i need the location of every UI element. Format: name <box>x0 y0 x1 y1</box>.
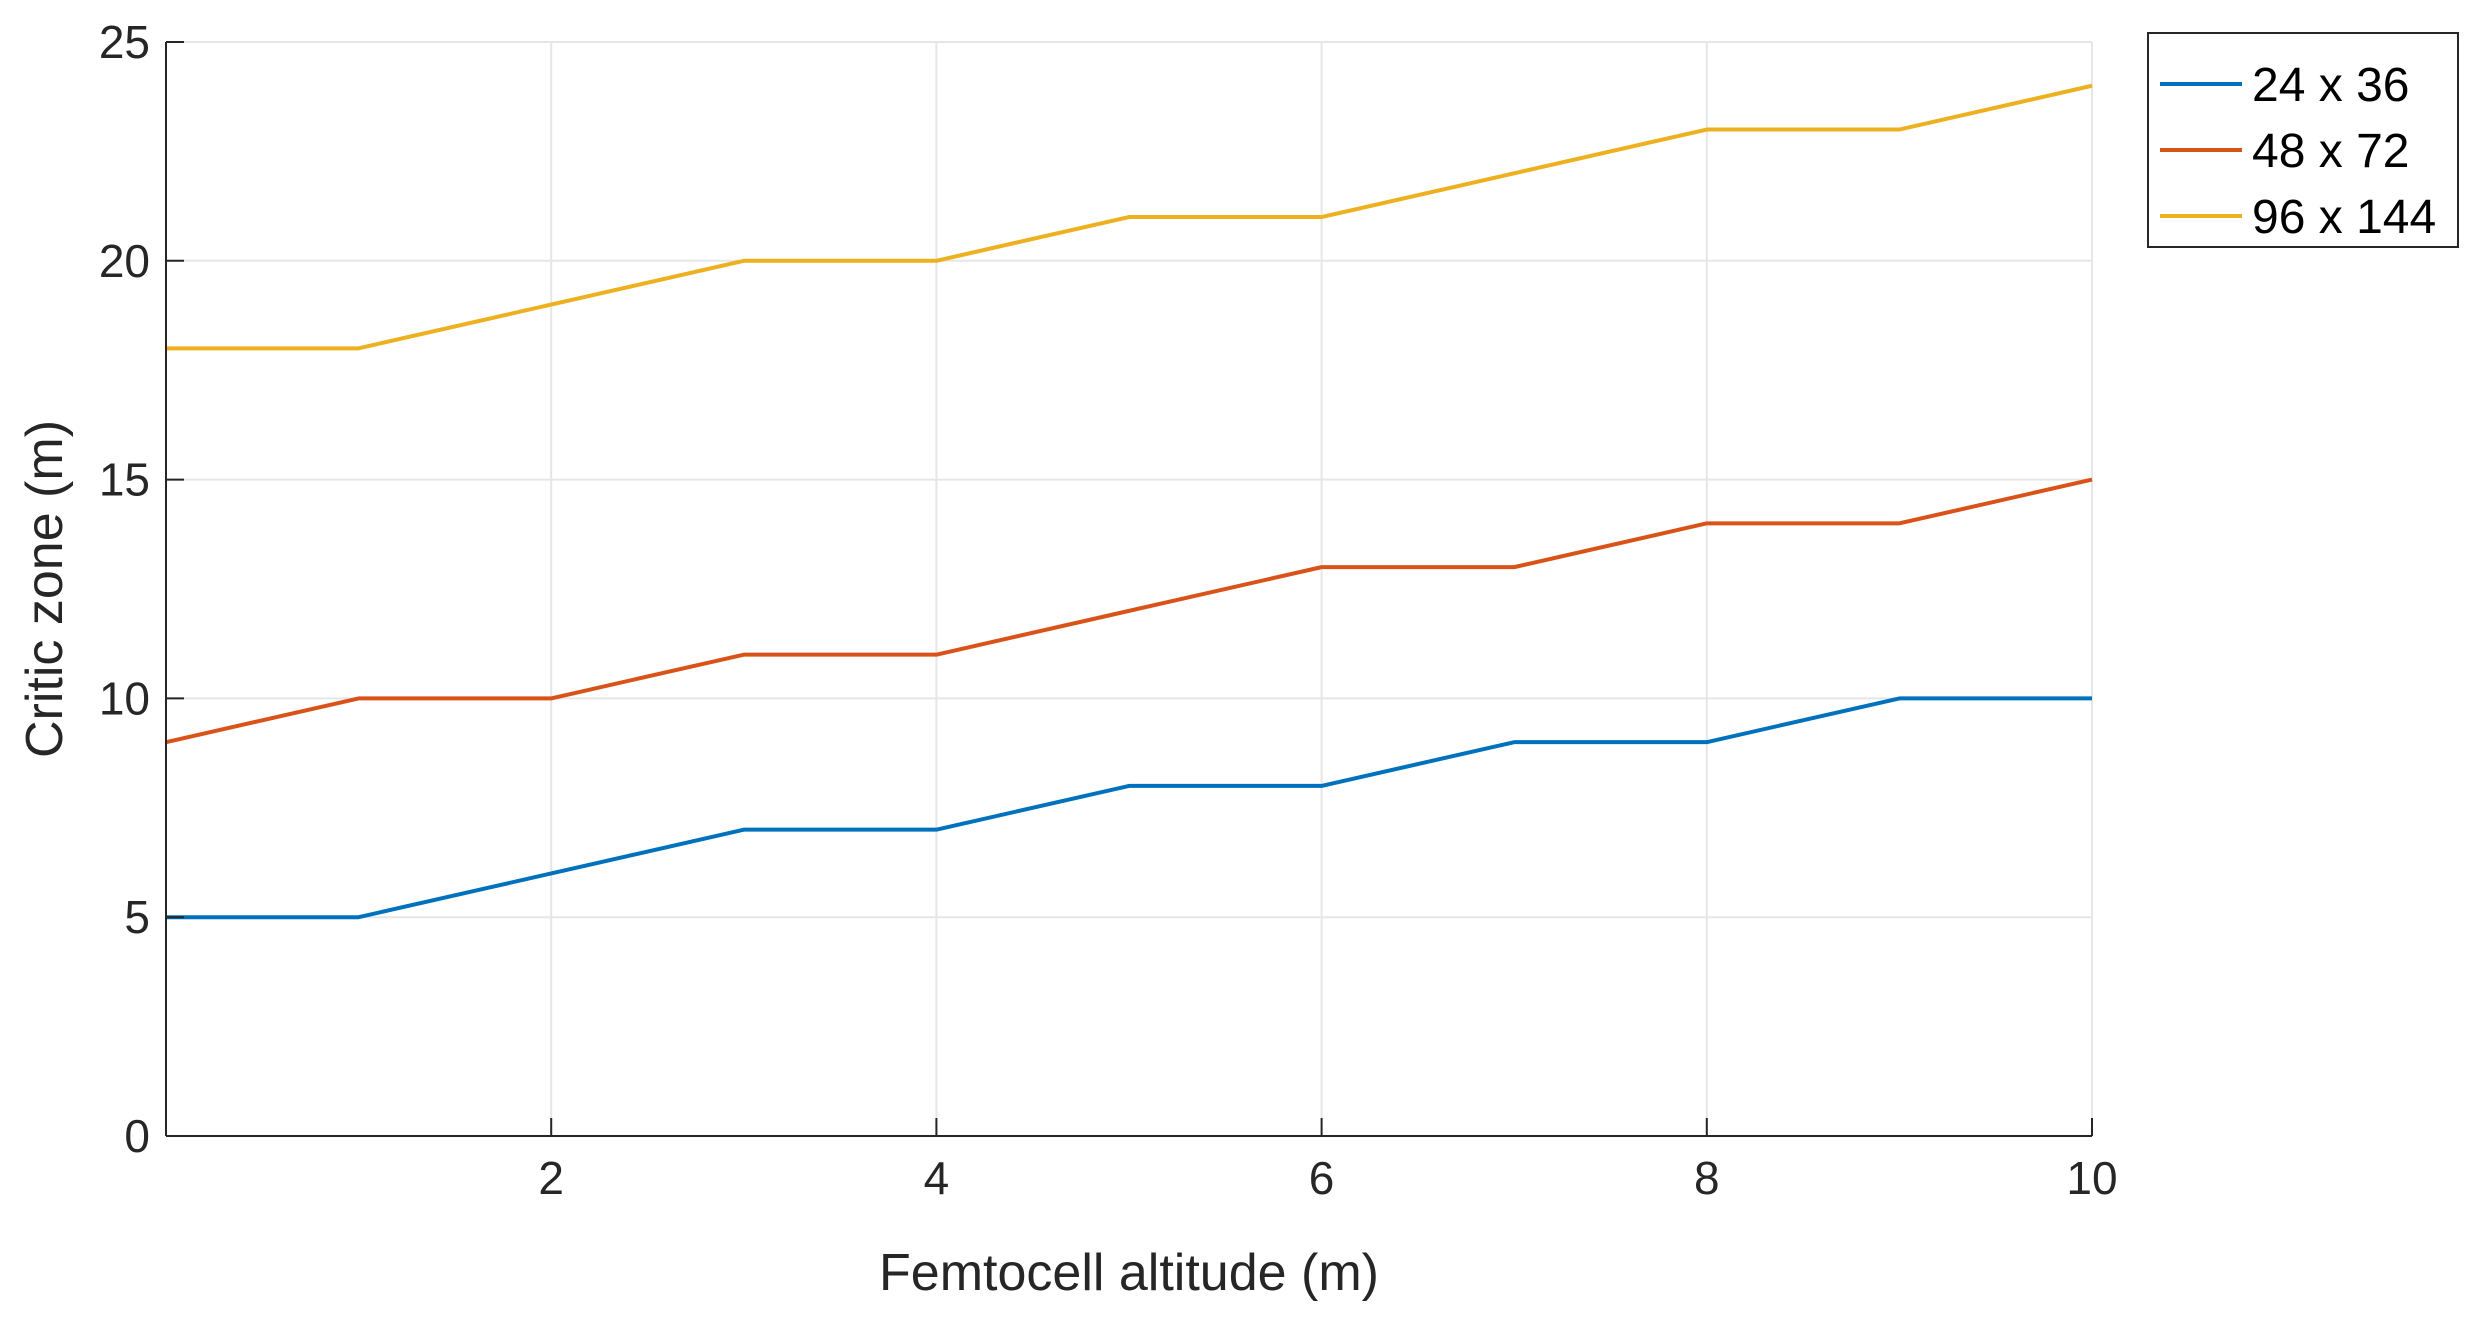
plot-area: 2 4 6 8 10 0 5 10 15 20 25 <box>99 16 2118 1204</box>
x-tick-label: 8 <box>1694 1152 1720 1204</box>
x-tick-label: 2 <box>538 1152 564 1204</box>
legend[interactable]: 24 x 36 48 x 72 96 x 144 <box>2147 32 2459 248</box>
y-tick-label: 5 <box>124 891 150 943</box>
tick-labels: 2 4 6 8 10 0 5 10 15 20 25 <box>99 16 2118 1204</box>
plot-background <box>166 42 2092 1136</box>
legend-items: 24 x 36 48 x 72 96 x 144 <box>2160 59 2436 244</box>
legend-box <box>2147 32 2459 248</box>
y-tick-label: 20 <box>99 235 150 287</box>
series-line-1 <box>166 696 2092 920</box>
legend-label-3: 96 x 144 <box>2252 191 2436 244</box>
y-tick-label: 25 <box>99 16 150 68</box>
y-axis-label: Critic zone (m) <box>16 420 74 758</box>
series-line-2 <box>165 477 2093 745</box>
x-tick-label: 4 <box>924 1152 950 1204</box>
y-tick-label: 0 <box>124 1110 150 1162</box>
x-tick-label: 6 <box>1309 1152 1335 1204</box>
series-line-3 <box>166 83 2093 351</box>
y-tick-label: 10 <box>99 672 150 724</box>
legend-label-1: 24 x 36 <box>2252 59 2409 112</box>
x-tick-label: 10 <box>2066 1152 2117 1204</box>
series-lines <box>165 83 2093 920</box>
legend-label-2: 48 x 72 <box>2252 125 2409 178</box>
x-axis-label: Femtocell altitude (m) <box>879 1244 1379 1302</box>
axes <box>165 41 2093 1137</box>
y-tick-label: 15 <box>99 454 150 506</box>
